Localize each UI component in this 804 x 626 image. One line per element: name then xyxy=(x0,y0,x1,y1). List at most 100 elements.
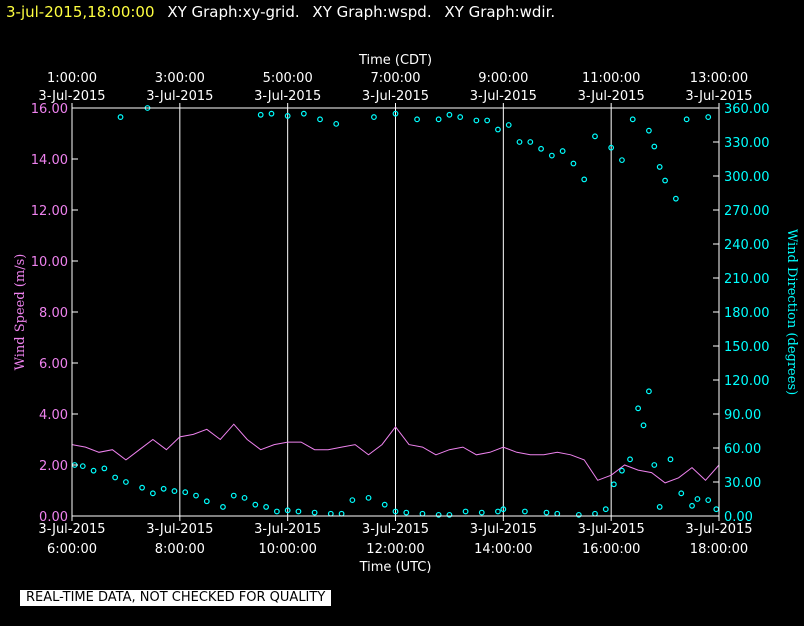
bottom-tick-date: 3-Jul-2015 xyxy=(578,522,645,537)
graph-header: 3-jul-2015,18:00:00 XY Graph:xy-grid. XY… xyxy=(6,3,555,21)
wdir-point xyxy=(705,114,712,120)
wind-speed-series xyxy=(71,423,720,484)
left-tick-label: 12.00 xyxy=(31,204,68,219)
left-tick-label: 6.00 xyxy=(39,357,68,372)
wdir-point xyxy=(672,195,679,202)
wdir-point xyxy=(268,110,275,117)
left-tick-label: 8.00 xyxy=(39,306,68,321)
wdir-point xyxy=(171,488,178,494)
wdir-point xyxy=(220,504,226,510)
top-tick-time: 1:00:00 xyxy=(47,71,97,86)
wdir-point xyxy=(610,481,617,488)
wdir-point xyxy=(123,479,129,485)
bottom-tick-date: 3-Jul-2015 xyxy=(685,522,752,537)
wdir-point xyxy=(349,497,356,504)
bottom-tick-time: 16:00:00 xyxy=(582,542,640,557)
bottom-tick-date: 3-Jul-2015 xyxy=(254,522,321,537)
wdir-point xyxy=(478,509,485,516)
right-tick-label: 150.00 xyxy=(724,340,770,355)
bottom-tick-time: 12:00:00 xyxy=(366,542,424,557)
top-tick-time: 5:00:00 xyxy=(263,71,313,86)
top-tick-date: 3-Jul-2015 xyxy=(38,89,105,104)
right-tick-label: 240.00 xyxy=(724,238,770,253)
wdir-point xyxy=(381,501,388,508)
right-axis-title: Wind Direction (degrees) xyxy=(784,229,799,395)
top-axis-title: Time (CDT) xyxy=(358,53,432,68)
wdir-point xyxy=(284,507,291,514)
right-tick-label: 0.00 xyxy=(724,510,753,525)
wdir-point xyxy=(484,117,491,124)
wdir-point xyxy=(635,405,642,412)
wdir-point xyxy=(495,508,501,515)
top-tick-date: 3-Jul-2015 xyxy=(146,89,213,104)
wdir-point xyxy=(516,139,523,145)
wind-direction-series xyxy=(71,105,720,518)
top-tick-time: 9:00:00 xyxy=(478,71,528,86)
wdir-point xyxy=(694,496,701,502)
wdir-point xyxy=(683,116,690,123)
bottom-axis-title: Time (UTC) xyxy=(359,560,432,575)
right-tick-label: 180.00 xyxy=(724,306,770,321)
right-tick-label: 90.00 xyxy=(724,408,761,423)
wdir-point xyxy=(333,120,340,127)
wdir-point xyxy=(117,114,124,120)
wdir-point xyxy=(656,164,663,170)
bottom-tick-time: 18:00:00 xyxy=(690,542,748,557)
right-tick-label: 360.00 xyxy=(724,102,770,117)
wdir-point xyxy=(662,177,668,184)
wdir-point xyxy=(522,508,528,515)
wdir-point xyxy=(538,145,544,152)
wdir-point xyxy=(79,463,86,470)
left-tick-label: 16.00 xyxy=(31,102,68,117)
wdir-point xyxy=(252,501,259,508)
wdir-point xyxy=(365,494,372,501)
wdir-point xyxy=(149,490,156,497)
wdir-point xyxy=(581,176,588,183)
wdir-point xyxy=(273,508,280,515)
left-tick-label: 10.00 xyxy=(31,255,68,270)
wdir-point xyxy=(651,462,658,468)
wdir-point xyxy=(446,511,453,518)
wdir-point xyxy=(570,160,577,167)
wdir-point xyxy=(338,510,345,517)
right-tick-label: 30.00 xyxy=(724,476,761,491)
wdir-point xyxy=(667,456,674,463)
wdir-point xyxy=(548,152,555,159)
wdir-point xyxy=(317,116,323,123)
bottom-tick-time: 10:00:00 xyxy=(258,542,316,557)
wdir-point xyxy=(182,489,189,496)
header-timestamp: 3-jul-2015,18:00:00 xyxy=(6,3,155,21)
wdir-point xyxy=(263,504,270,510)
wdir-point xyxy=(656,504,663,510)
top-tick-time: 3:00:00 xyxy=(155,71,205,86)
left-tick-label: 14.00 xyxy=(31,153,68,168)
wdir-point xyxy=(403,509,410,516)
wdir-point xyxy=(241,494,248,501)
wdir-point xyxy=(592,510,598,517)
axes: 0.00 2.00 4.00 6.00 8.00 10.00 12.00 14.00 16.00… xyxy=(31,71,770,557)
top-tick-date: 3-Jul-2015 xyxy=(685,89,752,104)
wdir-point xyxy=(193,492,199,499)
wdir-point xyxy=(527,139,534,145)
wdir-point xyxy=(559,148,566,154)
bottom-tick-date: 3-Jul-2015 xyxy=(470,522,537,537)
wdir-point xyxy=(414,116,420,123)
wdir-point xyxy=(705,497,712,504)
left-tick-label: 0.00 xyxy=(39,510,68,525)
bottom-tick-date: 3-Jul-2015 xyxy=(146,522,213,537)
wdir-point xyxy=(90,467,97,474)
left-tick-label: 4.00 xyxy=(39,408,68,423)
wdir-point xyxy=(435,116,442,123)
wdir-point xyxy=(371,114,377,120)
bottom-tick-date: 3-Jul-2015 xyxy=(362,522,429,537)
bottom-tick-time: 6:00:00 xyxy=(47,542,97,557)
wdir-point xyxy=(646,127,652,134)
wdir-point xyxy=(295,508,302,515)
right-tick-label: 210.00 xyxy=(724,272,770,287)
wdir-point xyxy=(495,126,501,133)
wdir-point xyxy=(608,144,615,151)
wdir-point xyxy=(311,509,318,516)
header-graph-2: XY Graph:wspd. xyxy=(312,3,432,21)
wdir-point xyxy=(505,122,512,128)
top-tick-date: 3-Jul-2015 xyxy=(254,89,321,104)
